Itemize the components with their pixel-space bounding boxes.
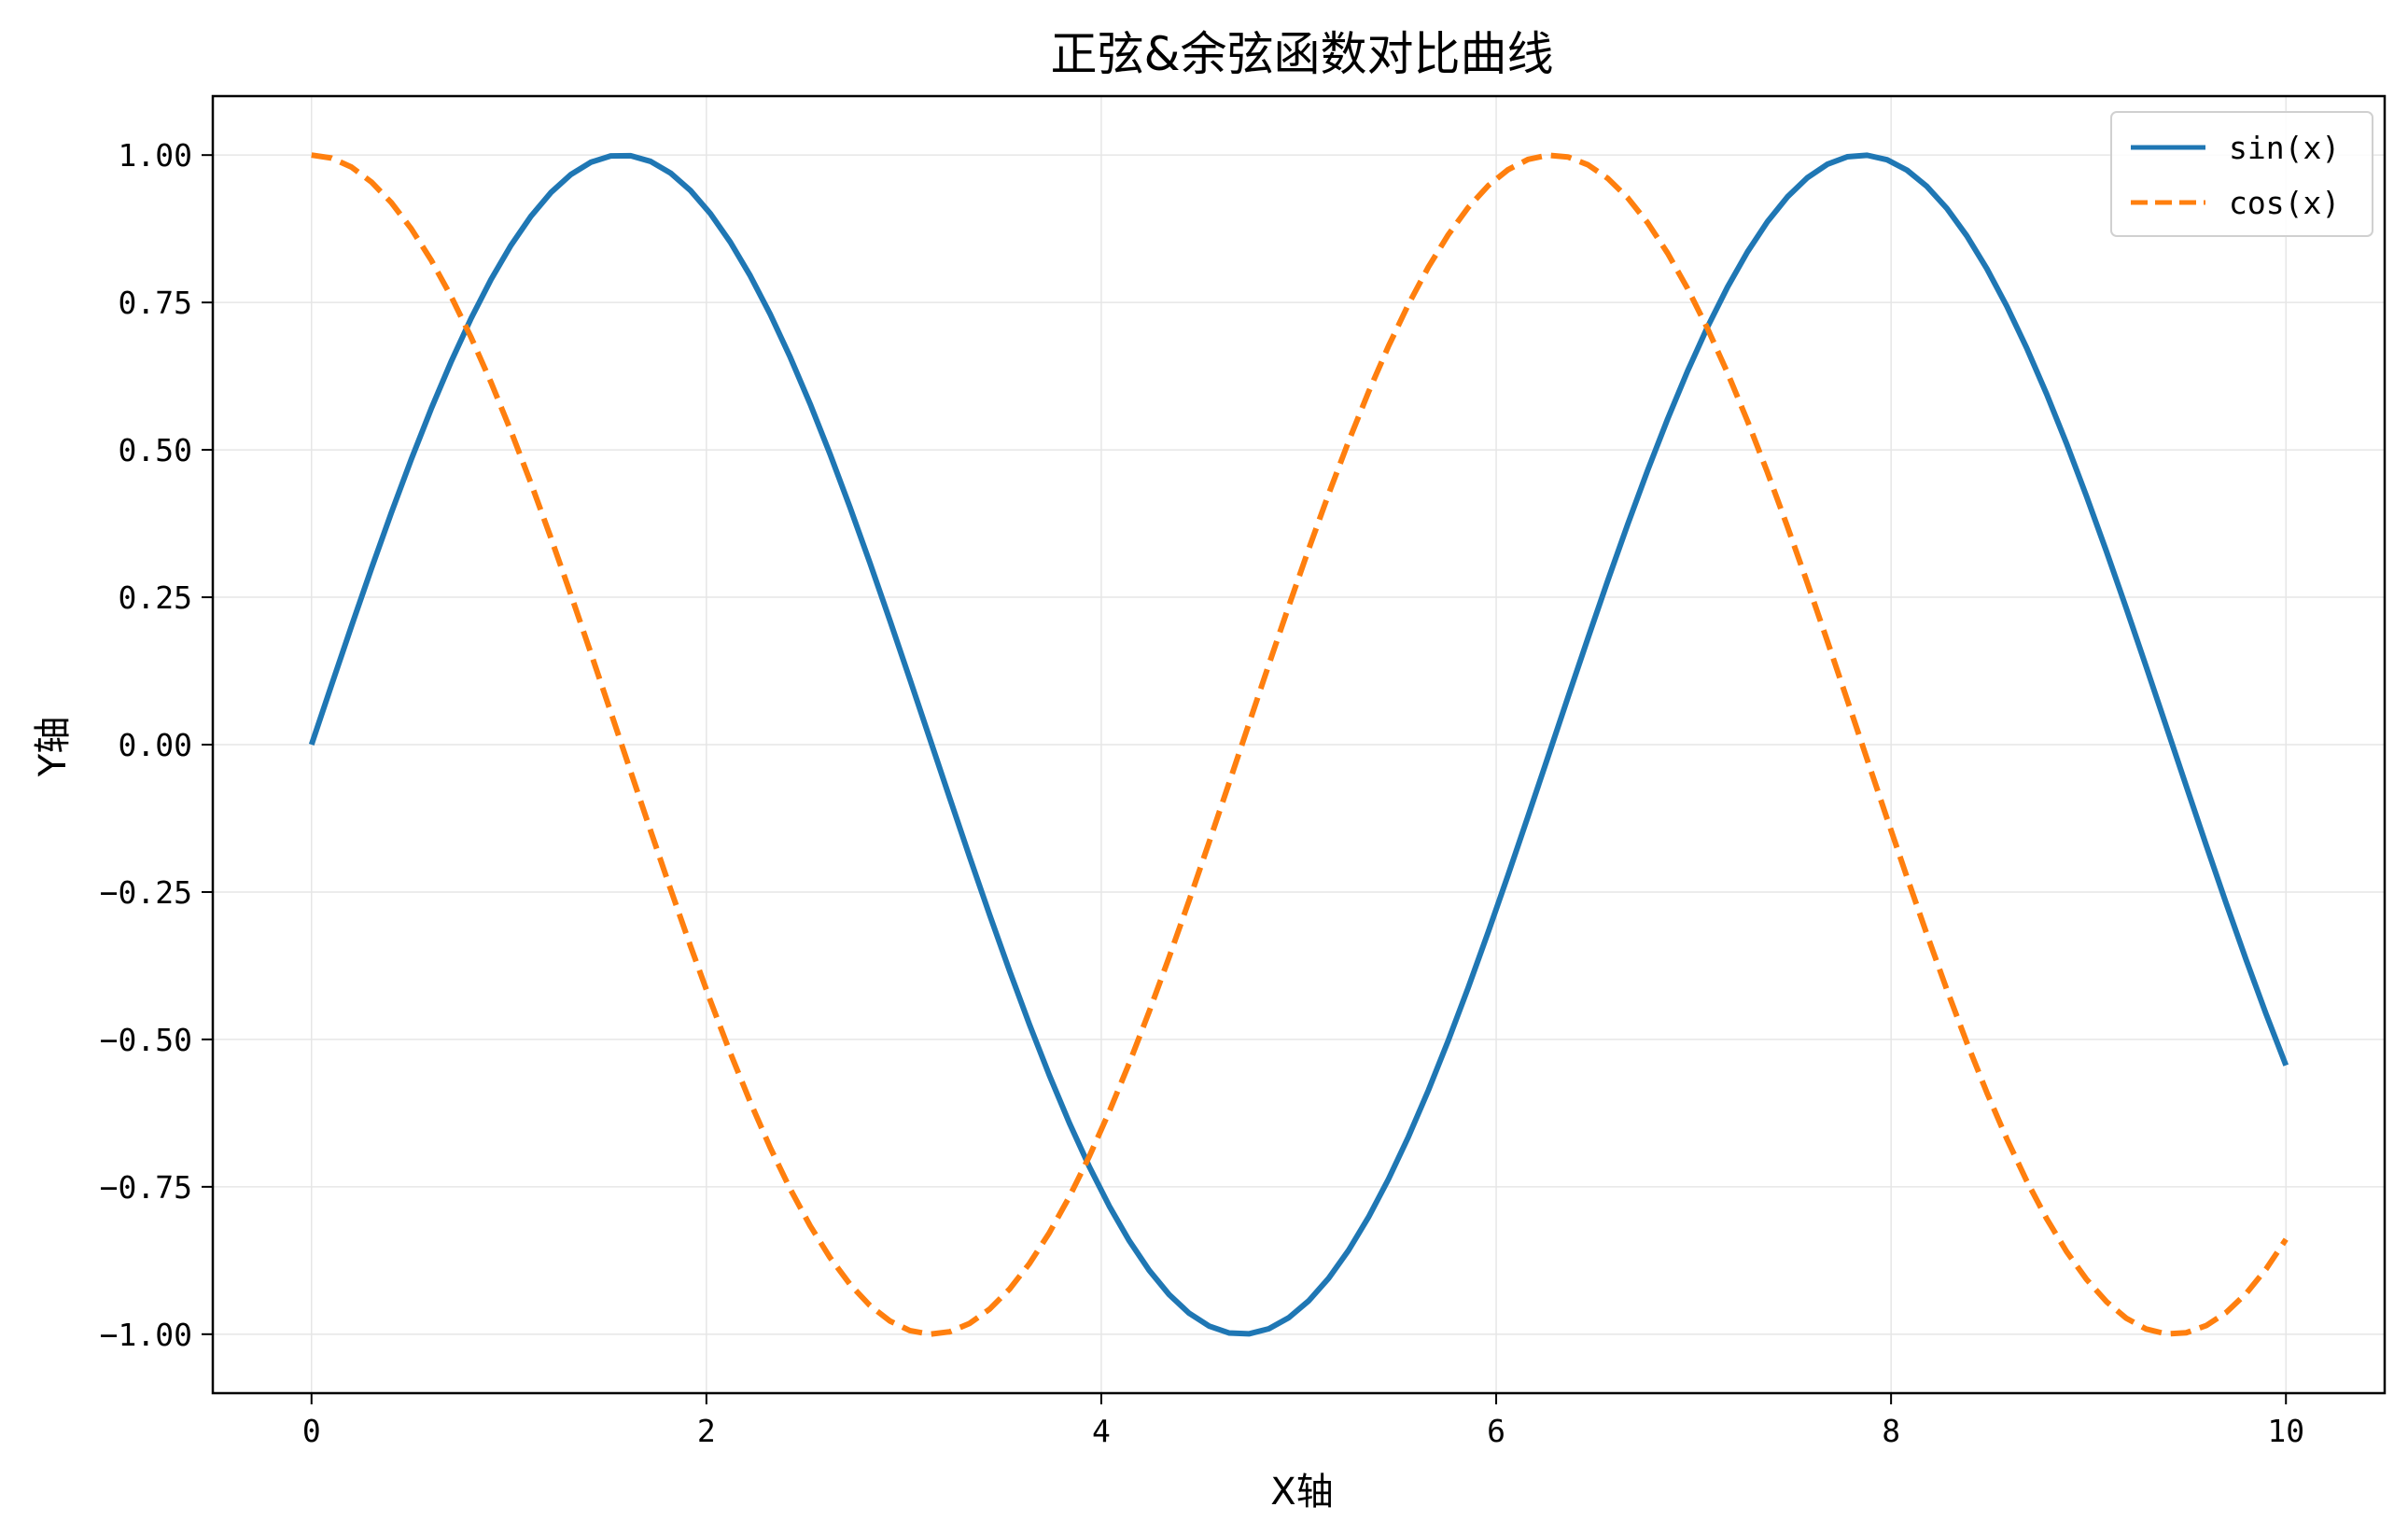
y-tick-label: 0.50 (119, 432, 192, 468)
legend: sin(x) cos(x) (2110, 111, 2373, 237)
x-tick-label: 4 (1092, 1413, 1111, 1449)
y-tick-label: 0.75 (119, 285, 192, 321)
legend-box (2110, 111, 2373, 237)
chart-title: 正弦&余弦函数对比曲线 (1051, 27, 1554, 81)
series-layer (308, 152, 2289, 1337)
x-tick-label: 0 (302, 1413, 321, 1449)
tick-layer: 0 2 4 6 8 10 1.00 0.75 0.50 0.25 0.00 −0.25 −0.50 −0.… (100, 137, 2304, 1449)
y-tick-label: −0.25 (100, 874, 192, 911)
y-tick-label: −1.00 (100, 1317, 192, 1353)
x-tick-label: 6 (1487, 1413, 1505, 1449)
series-line-sinx (308, 152, 2289, 1337)
series-line-cosx (311, 152, 2289, 1337)
y-tick-label: 1.00 (119, 137, 192, 174)
y-axis-label: Y轴 (32, 717, 75, 777)
y-tick-label: −0.75 (100, 1169, 192, 1206)
legend-label-sin: sin(x) (2229, 130, 2340, 166)
y-tick-label: 0.25 (119, 579, 192, 616)
x-tick-label: 2 (697, 1413, 716, 1449)
y-tick-label: −0.50 (100, 1022, 192, 1058)
grid (213, 96, 2385, 1393)
y-tick-label: 0.00 (119, 727, 192, 763)
x-axis-label: X轴 (1270, 1471, 1333, 1514)
x-tick-label: 8 (1882, 1413, 1900, 1449)
x-tick-label: 10 (2267, 1413, 2304, 1449)
legend-label-cos: cos(x) (2229, 185, 2340, 221)
